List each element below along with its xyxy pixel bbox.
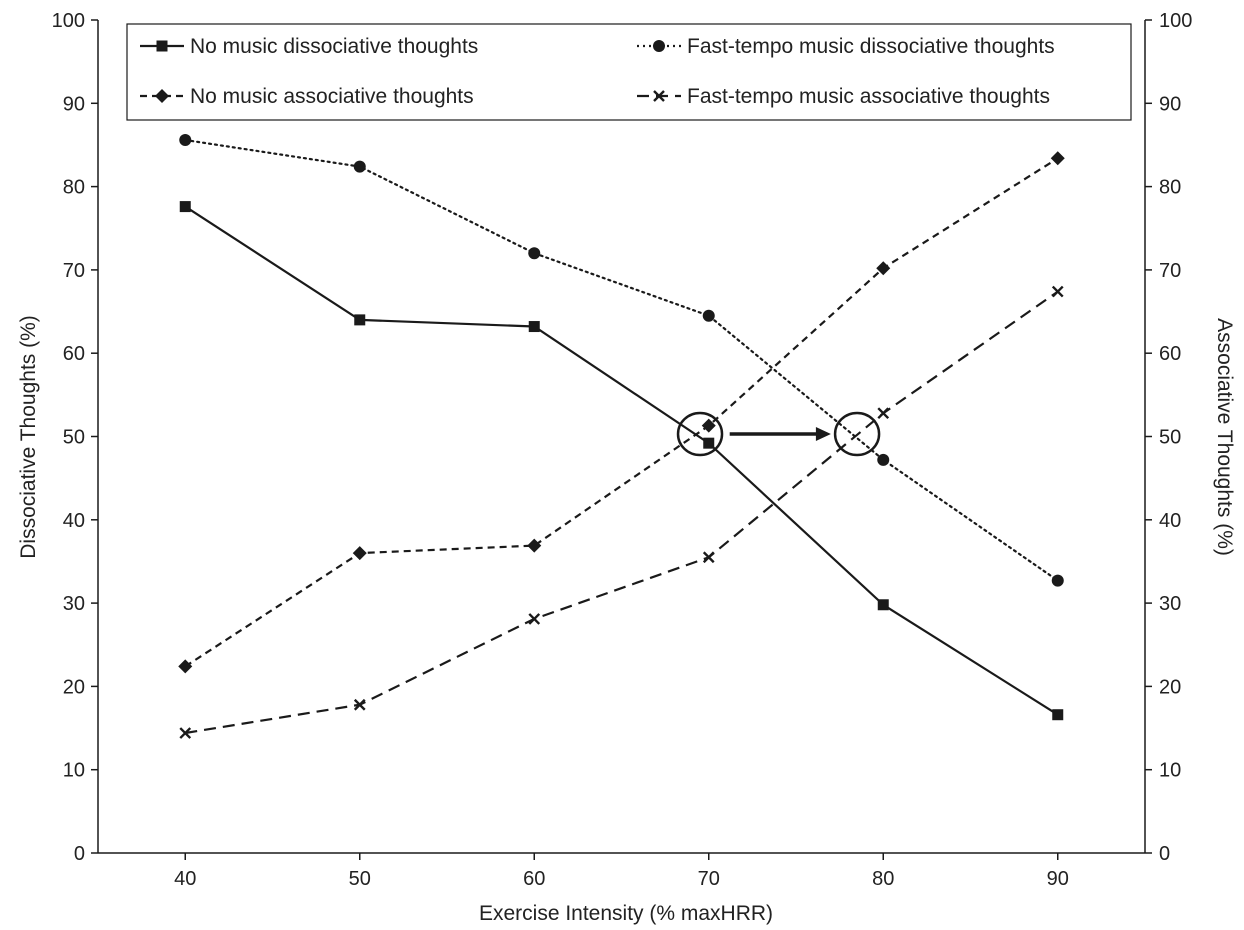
x-marker-stroke	[702, 551, 715, 564]
x-tick-label: 80	[872, 868, 894, 890]
right-y-tick-label: 80	[1159, 177, 1181, 199]
left-y-tick-label: 20	[63, 676, 85, 698]
diamond-marker	[352, 546, 367, 561]
left-y-tick-label: 70	[63, 260, 85, 282]
square-marker	[156, 40, 168, 52]
right-y-tick-label: 40	[1159, 510, 1181, 532]
series-2	[179, 133, 1064, 587]
diamond-marker	[876, 261, 891, 276]
circle-marker	[702, 309, 715, 322]
square-marker	[354, 314, 366, 326]
series-layer	[178, 133, 1065, 739]
right-y-tick-label: 70	[1159, 260, 1181, 282]
diamond-marker	[701, 418, 716, 433]
circle-marker	[653, 40, 665, 52]
diamond-marker	[155, 89, 169, 103]
legend-label: Fast-tempo music associative thoughts	[687, 85, 1050, 108]
x-marker-stroke	[528, 613, 541, 625]
series-line	[185, 290, 1059, 735]
x-marker	[528, 613, 541, 625]
left-y-tick-label: 50	[63, 427, 85, 449]
square-marker	[528, 321, 540, 333]
legend-item-1: No music dissociative thoughts	[140, 35, 478, 58]
circle-marker	[1051, 574, 1064, 587]
x-marker	[1051, 285, 1064, 298]
left-y-tick-label: 90	[63, 93, 85, 115]
right-y-tick-label: 0	[1159, 843, 1170, 865]
diamond-marker	[527, 538, 542, 553]
legend-item-4: Fast-tempo music associative thoughts	[637, 85, 1050, 108]
legend-box	[126, 23, 1132, 121]
legend-label: No music dissociative thoughts	[190, 35, 478, 58]
right-y-tick-label: 50	[1159, 427, 1181, 449]
x-marker	[877, 407, 890, 420]
x-axis-title: Exercise Intensity (% maxHRR)	[479, 902, 773, 925]
circle-marker	[179, 133, 192, 146]
right-y-tick-label: 100	[1159, 10, 1192, 32]
x-marker-stroke	[179, 727, 192, 739]
x-marker-stroke	[653, 90, 665, 102]
x-marker	[353, 698, 366, 711]
left-y-axis-title: Dissociative Thoughts (%)	[17, 315, 40, 559]
series-line	[184, 205, 1059, 716]
left-y-tick-label: 100	[52, 10, 85, 32]
x-marker	[702, 551, 715, 564]
diamond-marker	[178, 659, 193, 674]
series-1	[179, 201, 1064, 721]
right-y-tick-label: 60	[1159, 343, 1181, 365]
left-y-tick-label: 0	[74, 843, 85, 865]
series-3	[178, 151, 1065, 674]
x-marker-stroke	[353, 698, 366, 711]
x-marker-stroke	[1051, 285, 1064, 298]
legend-item-3: No music associative thoughts	[140, 85, 474, 108]
square-marker	[179, 201, 191, 213]
legend-item-2: Fast-tempo music dissociative thoughts	[637, 35, 1055, 58]
left-y-tick-label: 10	[63, 760, 85, 782]
legend-label: Fast-tempo music dissociative thoughts	[687, 35, 1055, 58]
x-tick-label: 70	[698, 868, 720, 890]
chart-axes: 0 0 10 10 20 20 30 30 40 40 50 50 60 60 70 70 80 80 90 90 10…	[52, 10, 1193, 890]
diamond-marker	[1050, 151, 1065, 166]
x-tick-label: 60	[523, 868, 545, 890]
highlight-circle	[833, 411, 881, 457]
circle-marker	[877, 453, 890, 466]
x-tick-label: 90	[1047, 868, 1069, 890]
left-y-tick-label: 60	[63, 343, 85, 365]
left-y-tick-label: 30	[63, 593, 85, 615]
right-y-tick-label: 10	[1159, 760, 1181, 782]
series-line	[184, 138, 1059, 582]
x-marker-stroke	[877, 407, 890, 420]
x-tick-label: 50	[349, 868, 371, 890]
arrow-head	[815, 427, 831, 442]
x-tick-label: 40	[174, 868, 196, 890]
annotation-layer	[676, 411, 881, 457]
legend: No music dissociative thoughts Fast-tempo…	[126, 23, 1132, 121]
right-y-tick-label: 30	[1159, 593, 1181, 615]
left-y-tick-label: 40	[63, 510, 85, 532]
circle-marker	[353, 160, 366, 173]
series-4	[179, 285, 1064, 739]
right-y-axis-title: Associative Thoughts (%)	[1213, 318, 1236, 556]
series-line	[184, 157, 1059, 668]
legend-label: No music associative thoughts	[190, 85, 474, 108]
highlight-circle	[676, 411, 724, 457]
right-y-tick-label: 90	[1159, 93, 1181, 115]
square-marker	[703, 437, 715, 449]
square-marker	[877, 599, 889, 611]
left-y-tick-label: 80	[63, 177, 85, 199]
square-marker	[1052, 709, 1064, 721]
x-marker	[179, 727, 192, 739]
circle-marker	[528, 247, 541, 260]
x-marker	[653, 90, 665, 102]
right-y-tick-label: 20	[1159, 676, 1181, 698]
